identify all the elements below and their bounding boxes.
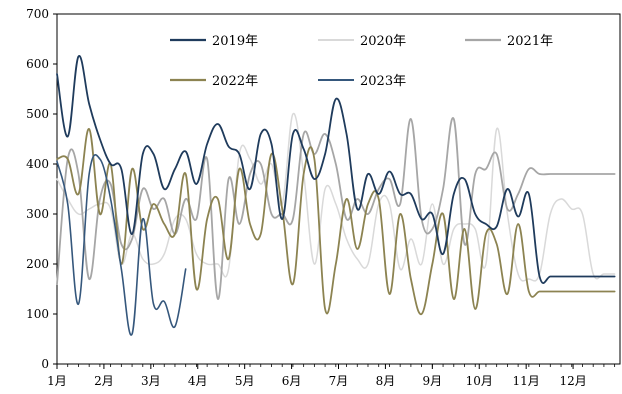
plot-frame xyxy=(56,13,621,365)
legend-item-2023年: 2023年 xyxy=(318,74,406,89)
x-tick-label: 8月 xyxy=(376,374,396,388)
x-tick-label: 12月 xyxy=(559,374,586,388)
x-tick-label: 10月 xyxy=(466,374,493,388)
y-tick-label: 600 xyxy=(26,57,49,71)
legend: 2019年 2020年 2021年 2022年 2023年 xyxy=(170,34,553,89)
legend-label: 2020年 xyxy=(360,34,406,49)
x-tick-label: 9月 xyxy=(423,374,443,388)
legend-label: 2022年 xyxy=(212,74,258,89)
y-axis: 0 100 200 300 400 500 600 700 xyxy=(26,7,57,371)
legend-label: 2021年 xyxy=(507,34,553,49)
legend-item-2021年: 2021年 xyxy=(465,34,553,49)
legend-label: 2019年 xyxy=(212,34,258,49)
x-tick-label: 5月 xyxy=(235,374,255,388)
legend-item-2022年: 2022年 xyxy=(170,74,258,89)
y-tick-label: 100 xyxy=(26,307,49,321)
x-tick-label: 7月 xyxy=(329,374,349,388)
y-tick-label: 500 xyxy=(26,107,49,121)
x-tick-label: 11月 xyxy=(513,374,540,388)
x-tick-label: 6月 xyxy=(282,374,302,388)
x-tick-label: 1月 xyxy=(47,374,67,388)
legend-item-2019年: 2019年 xyxy=(170,34,258,49)
y-tick-label: 400 xyxy=(26,157,49,171)
x-tick-label: 3月 xyxy=(141,374,161,388)
x-axis: 1月 2月 3月 4月 5月 6月 7月 8月 9月 10月 11月 12月 xyxy=(47,364,616,388)
x-tick-label: 2月 xyxy=(94,374,114,388)
plot-area-border xyxy=(56,13,621,365)
series-line-2020年 xyxy=(56,112,616,282)
y-tick-label: 0 xyxy=(41,357,49,371)
y-tick-label: 700 xyxy=(26,7,49,21)
legend-item-2020年: 2020年 xyxy=(318,34,406,49)
series-line-2023年 xyxy=(56,154,187,336)
x-tick-label: 4月 xyxy=(188,374,208,388)
series-line-2019年 xyxy=(56,55,616,284)
y-tick-label: 200 xyxy=(26,257,49,271)
series-line-2022年 xyxy=(56,128,616,315)
y-tick-label: 300 xyxy=(26,207,49,221)
legend-label: 2023年 xyxy=(360,74,406,89)
series-line-2021年 xyxy=(56,117,616,300)
series-layer xyxy=(56,55,616,336)
